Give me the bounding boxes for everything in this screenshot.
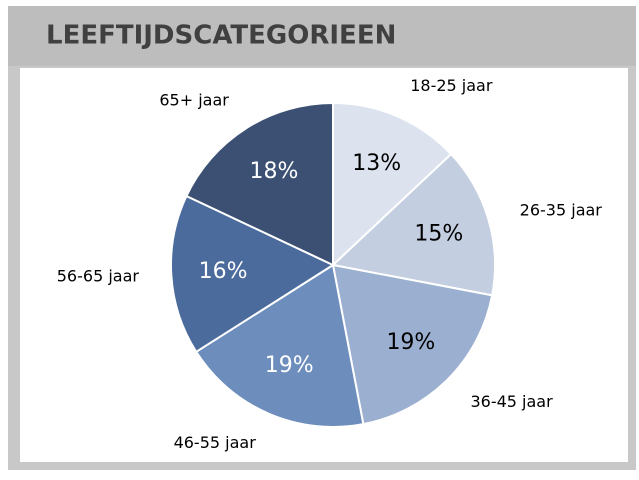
pie-slice bbox=[170, 194, 336, 354]
category-label: 36-45 jaar bbox=[470, 392, 553, 411]
header bbox=[8, 6, 636, 66]
pie-slice bbox=[332, 101, 453, 268]
pie-slice bbox=[194, 263, 365, 428]
category-label: 46-55 jaar bbox=[174, 433, 257, 452]
data-label: 13% bbox=[352, 151, 401, 176]
data-label: 19% bbox=[386, 330, 435, 355]
category-label: 26-35 jaar bbox=[520, 200, 603, 219]
data-label: 19% bbox=[265, 353, 314, 378]
chart-title: LEEFTIJDSCATEGORIEEN bbox=[46, 21, 396, 51]
pie-slice bbox=[331, 263, 494, 426]
data-label: 18% bbox=[250, 159, 299, 184]
data-label: 16% bbox=[199, 259, 248, 284]
data-label: 15% bbox=[414, 221, 463, 246]
category-label: 65+ jaar bbox=[159, 90, 229, 109]
pie-slice bbox=[330, 152, 497, 297]
pie-slice bbox=[185, 101, 334, 267]
category-label: 18-25 jaar bbox=[410, 76, 493, 95]
category-label: 56-65 jaar bbox=[57, 267, 140, 286]
